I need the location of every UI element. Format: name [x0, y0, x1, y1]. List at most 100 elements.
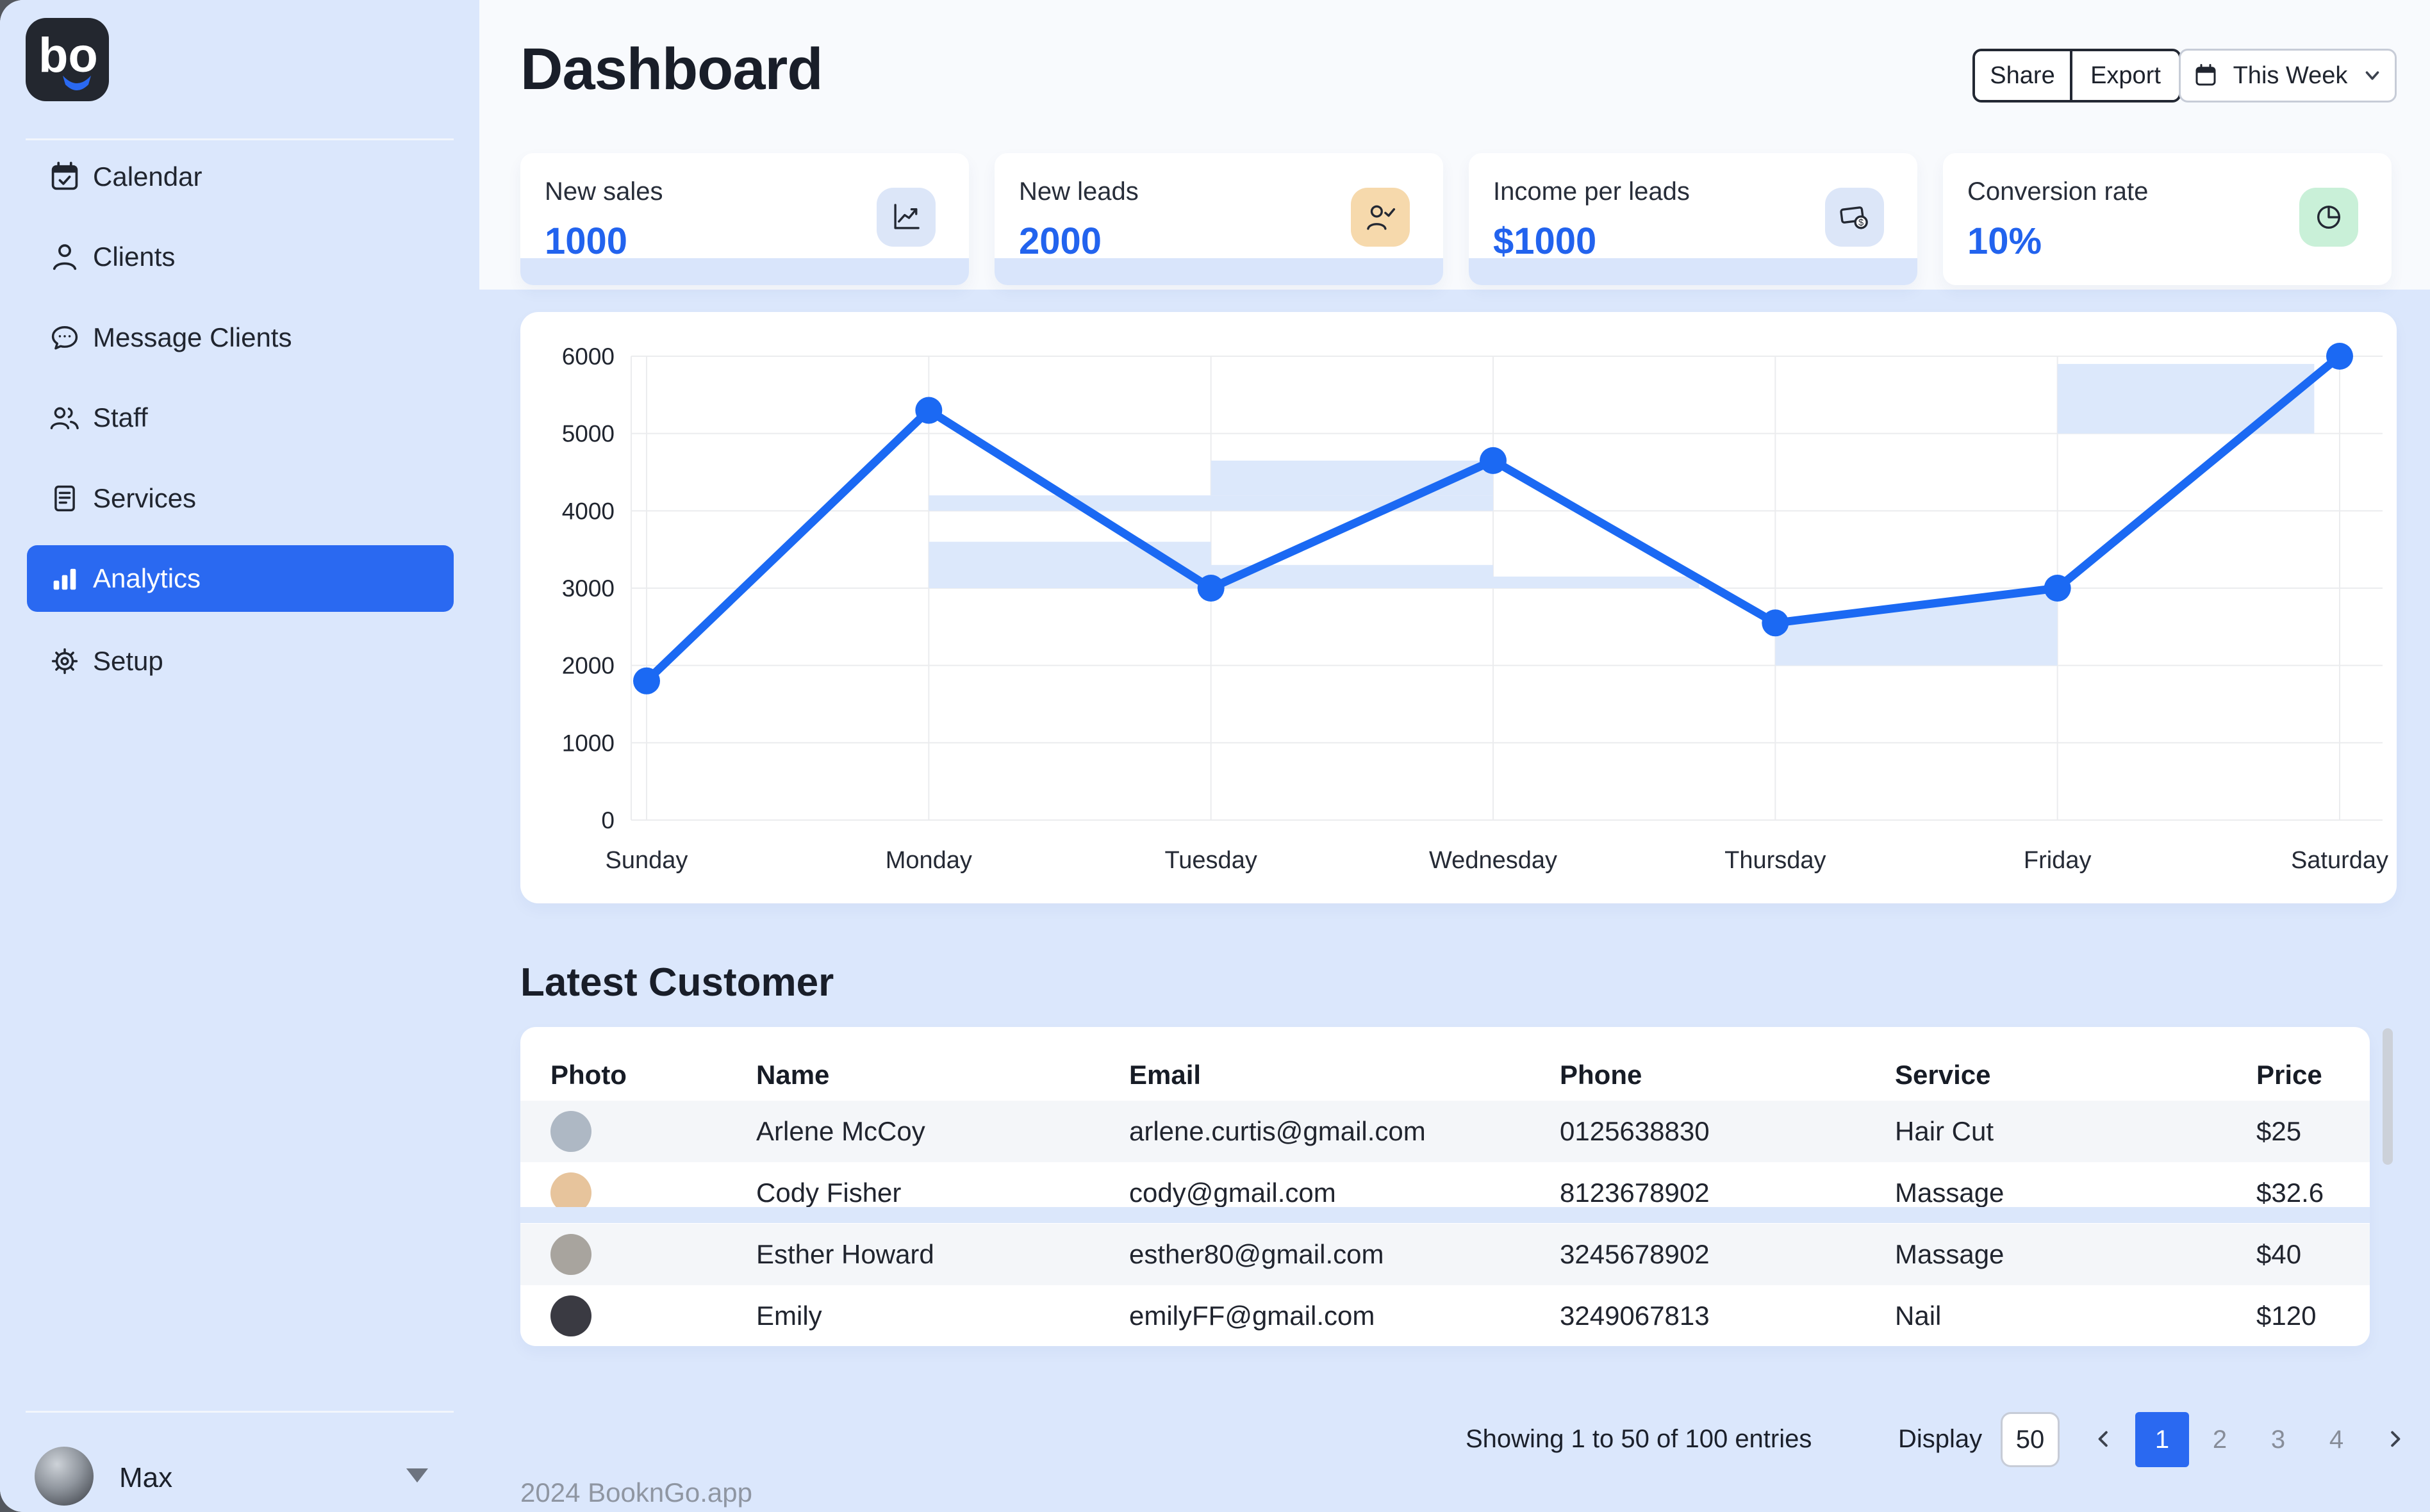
column-header-email: Email [1129, 1060, 1202, 1090]
page-size-input[interactable]: 50 [2001, 1412, 2060, 1467]
table-scrollbar-thumb[interactable] [2383, 1028, 2393, 1165]
cell-email: cody@gmail.com [1129, 1178, 1336, 1208]
avatar [550, 1234, 591, 1275]
stat-card-new-sales: New sales 1000 [520, 153, 969, 285]
avatar [550, 1172, 591, 1213]
sidebar-item-label: Setup [93, 646, 163, 676]
cell-price: $25 [2256, 1116, 2302, 1146]
cell-email: arlene.curtis@gmail.com [1129, 1116, 1426, 1146]
cell-phone: 0125638830 [1560, 1116, 1710, 1146]
chevron-right-icon [2391, 1431, 2401, 1447]
page-button-3[interactable]: 3 [2270, 1426, 2286, 1454]
sidebar-item-calendar[interactable]: Calendar [27, 144, 454, 210]
cell-phone: 8123678902 [1560, 1178, 1710, 1208]
svg-text:Tuesday: Tuesday [1164, 847, 1257, 874]
user-menu[interactable]: Max [35, 1447, 458, 1508]
caret-down-icon [406, 1468, 428, 1483]
calendar-check-icon [48, 160, 81, 193]
users-icon [48, 401, 81, 434]
svg-text:1000: 1000 [562, 730, 615, 756]
user-avatar [35, 1447, 94, 1506]
cell-name: Esther Howard [756, 1239, 934, 1269]
share-button[interactable]: Share [1975, 51, 2072, 100]
sidebar: bo Calendar Cli [0, 0, 479, 1512]
period-label: This Week [2233, 62, 2348, 89]
svg-text:6000: 6000 [562, 343, 615, 370]
svg-text:bo: bo [38, 28, 98, 83]
cash-icon: $ [1825, 188, 1884, 247]
sidebar-footer-divider [26, 1411, 454, 1413]
row-highlight-band [520, 1207, 2370, 1223]
sidebar-item-label: Services [93, 483, 197, 513]
sales-line-chart: 0 1000 2000 3000 4000 5000 6000 Sunday Monday Tue… [562, 343, 2388, 874]
page-button-2[interactable]: 2 [2212, 1426, 2228, 1454]
sidebar-item-services[interactable]: Services [27, 465, 454, 532]
svg-text:Saturday: Saturday [2291, 847, 2388, 874]
cell-service: Hair Cut [1895, 1116, 1994, 1146]
chevron-down-icon [2361, 65, 2383, 86]
cell-email: esther80@gmail.com [1129, 1239, 1384, 1269]
avatar [550, 1295, 591, 1336]
cell-price: $40 [2256, 1239, 2302, 1269]
user-check-icon [1351, 188, 1410, 247]
sidebar-item-message-clients[interactable]: Message Clients [27, 304, 454, 371]
stat-footer-bar [995, 258, 1443, 285]
stat-label: New sales [545, 177, 663, 206]
next-page-button[interactable] [2372, 1411, 2417, 1467]
sidebar-item-staff[interactable]: Staff [27, 384, 454, 451]
bookngo-logo-icon: bo [38, 28, 98, 90]
table-row[interactable]: Cody Fisher cody@gmail.com 8123678902 Ma… [520, 1162, 2370, 1224]
period-dropdown[interactable]: This Week [2179, 49, 2397, 103]
svg-text:Monday: Monday [886, 847, 972, 874]
cell-service: Massage [1895, 1239, 2004, 1269]
gear-icon [48, 645, 81, 678]
sidebar-divider [26, 138, 454, 140]
svg-text:4000: 4000 [562, 498, 615, 524]
brand-logo[interactable]: bo [26, 18, 109, 101]
weekly-sales-chart-panel: 0 1000 2000 3000 4000 5000 6000 Sunday Monday Tue… [520, 312, 2397, 903]
pie-chart-icon [2299, 188, 2358, 247]
entries-summary: Showing 1 to 50 of 100 entries [1466, 1424, 1812, 1453]
page-title: Dashboard [520, 37, 823, 102]
cell-service: Nail [1895, 1301, 1942, 1331]
user-name: Max [119, 1462, 173, 1493]
page-button-1[interactable]: 1 [2135, 1412, 2189, 1467]
cell-name: Cody Fisher [756, 1178, 902, 1208]
display-label: Display [1898, 1424, 1983, 1453]
share-export-group: Share Export [1972, 49, 2181, 103]
column-header-price: Price [2256, 1060, 2322, 1090]
prev-page-button[interactable] [2081, 1411, 2126, 1467]
svg-text:$: $ [1858, 218, 1864, 228]
trend-line-icon [877, 188, 936, 247]
stat-value: 2000 [1019, 220, 1102, 262]
sidebar-item-label: Calendar [93, 161, 202, 192]
table-row[interactable]: Arlene McCoy arlene.curtis@gmail.com 012… [520, 1101, 2370, 1162]
svg-text:5000: 5000 [562, 421, 615, 447]
stat-card-conversion-rate: Conversion rate 10% [1943, 153, 2392, 285]
svg-text:Sunday: Sunday [606, 847, 688, 874]
sidebar-item-analytics[interactable]: Analytics [27, 545, 454, 612]
svg-text:0: 0 [601, 807, 615, 834]
chevron-left-icon [2098, 1431, 2108, 1447]
stat-card-new-leads: New leads 2000 [995, 153, 1443, 285]
stat-value: $1000 [1493, 220, 1597, 262]
table-header-row: Photo Name Email Phone Service Price [520, 1056, 2370, 1094]
table-row[interactable]: Emily emilyFF@gmail.com 3249067813 Nail … [520, 1285, 2370, 1346]
sidebar-item-setup[interactable]: Setup [27, 628, 454, 694]
document-icon [48, 482, 81, 515]
sidebar-item-label: Message Clients [93, 322, 292, 352]
sidebar-item-label: Analytics [93, 563, 201, 593]
export-button[interactable]: Export [2072, 51, 2179, 100]
stat-footer-bar [520, 258, 969, 285]
sidebar-item-clients[interactable]: Clients [27, 224, 454, 290]
sidebar-item-label: Staff [93, 402, 148, 432]
avatar [550, 1111, 591, 1152]
page-button-4[interactable]: 4 [2329, 1426, 2344, 1454]
svg-text:3000: 3000 [562, 575, 615, 602]
svg-text:Friday: Friday [2024, 847, 2092, 874]
stat-value: 10% [1967, 220, 2042, 262]
cell-price: $32.6 [2256, 1178, 2324, 1208]
stat-value: 1000 [545, 220, 628, 262]
table-row[interactable]: Esther Howard esther80@gmail.com 3245678… [520, 1224, 2370, 1285]
